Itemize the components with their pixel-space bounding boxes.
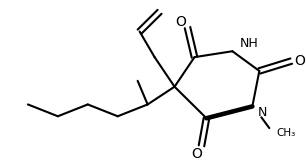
- Text: O: O: [175, 15, 186, 29]
- Text: CH₃: CH₃: [276, 128, 296, 138]
- Text: O: O: [294, 54, 305, 68]
- Text: NH: NH: [239, 37, 258, 50]
- Text: N: N: [257, 106, 267, 119]
- Text: O: O: [191, 147, 202, 161]
